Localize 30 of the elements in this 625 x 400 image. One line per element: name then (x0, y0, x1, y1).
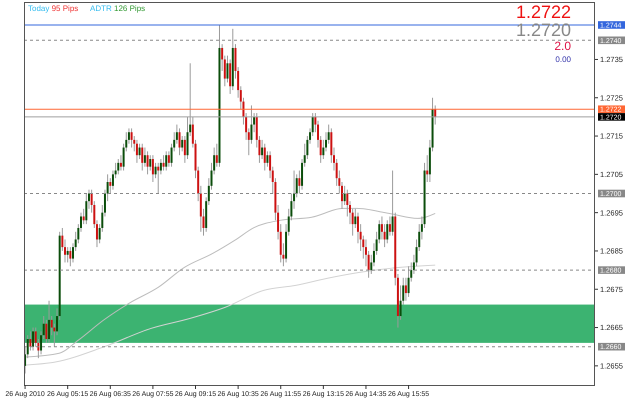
candlestick (165, 150, 168, 172)
candlestick (178, 128, 181, 156)
candlestick (141, 143, 144, 172)
annotation: 1.2722 (516, 2, 571, 22)
candlestick (162, 154, 165, 172)
candlestick (344, 185, 346, 206)
candlestick (386, 220, 388, 244)
candlestick (408, 266, 410, 298)
annotation: 1.2720 (516, 20, 571, 40)
candlestick (48, 300, 50, 344)
candlestick (152, 154, 154, 183)
candlestick (117, 158, 120, 175)
annotation: 0.00 (555, 55, 572, 64)
candlestick (130, 128, 133, 148)
candlestick (261, 139, 264, 160)
line-series (24, 264, 436, 366)
candlestick (149, 154, 152, 172)
candlestick (146, 150, 149, 175)
annotation: ADTR 126 Pips (90, 4, 146, 13)
candlestick (157, 162, 160, 194)
candlestick (136, 139, 138, 164)
candlestick (229, 58, 232, 94)
candlestick (392, 170, 394, 236)
annotation: 2.0 (554, 39, 572, 53)
candlestick (85, 193, 88, 225)
candlestick (29, 330, 32, 352)
annotation: Today 95 Pips (28, 4, 78, 13)
candlestick (32, 327, 34, 352)
candlestick (69, 246, 72, 267)
candlestick (264, 143, 266, 172)
